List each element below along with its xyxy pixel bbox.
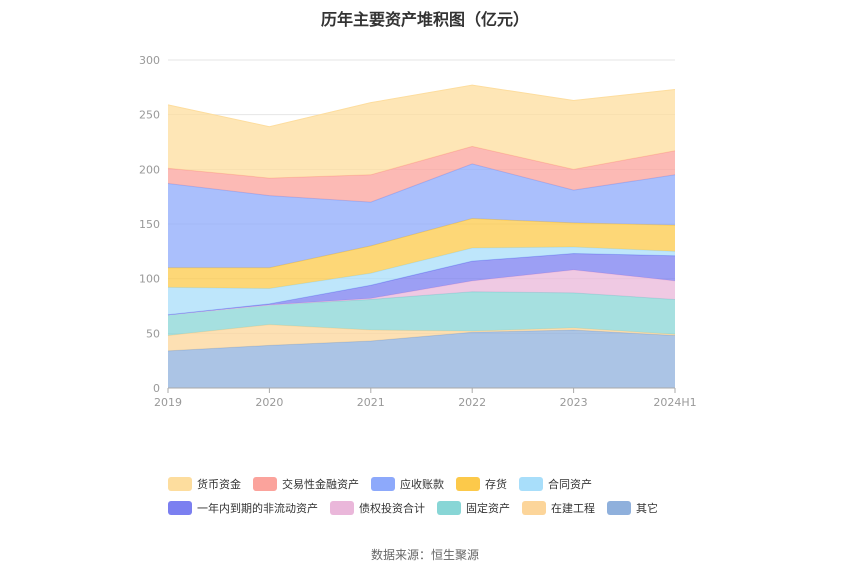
area-应收账款 <box>168 163 675 268</box>
area-货币资金 <box>168 85 675 179</box>
legend-item[interactable]: 合同资产 <box>519 476 592 492</box>
legend-label: 存货 <box>485 478 507 491</box>
legend-swatch <box>522 501 546 515</box>
legend-swatch <box>253 477 277 491</box>
area-series <box>167 84 676 388</box>
area-在建工程 <box>168 324 675 351</box>
legend-item[interactable]: 固定资产 <box>437 500 510 516</box>
stacked-area-chart: 0 50 100 150 200 250 300 2019 2020 2021 2022 2023 20… <box>139 54 697 409</box>
x-tick-label: 2019 <box>154 396 182 409</box>
legend-item[interactable]: 应收账款 <box>371 476 444 492</box>
area-合同资产 <box>168 246 675 315</box>
legend-label: 应收账款 <box>400 478 444 491</box>
legend-swatch <box>456 477 480 491</box>
legend-item[interactable]: 存货 <box>456 476 507 492</box>
legend-label: 一年内到期的非流动资产 <box>197 502 318 515</box>
legend-label: 固定资产 <box>466 502 510 515</box>
legend-swatch <box>607 501 631 515</box>
y-tick-label: 0 <box>153 382 160 395</box>
legend-label: 在建工程 <box>551 502 595 515</box>
legend-row: 货币资金 交易性金融资产 应收账款 存货 合同资产 <box>168 472 728 496</box>
legend-label: 债权投资合计 <box>359 502 425 515</box>
x-tick-label: 2021 <box>357 396 385 409</box>
y-tick-label: 150 <box>139 218 160 231</box>
x-tick-label: 2020 <box>255 396 283 409</box>
legend-swatch <box>437 501 461 515</box>
legend-swatch <box>330 501 354 515</box>
y-tick-label: 50 <box>146 327 160 340</box>
legend-item[interactable]: 债权投资合计 <box>330 500 425 516</box>
area-交易性金融资产 <box>168 146 675 203</box>
legend-swatch <box>168 501 192 515</box>
legend-item[interactable]: 交易性金融资产 <box>253 476 359 492</box>
data-source: 数据来源：恒生聚源 <box>370 548 479 562</box>
legend-swatch <box>371 477 395 491</box>
area-edge-货币资金 <box>167 84 676 128</box>
axes: 0 50 100 150 200 250 300 2019 2020 2021 2022 2023 20… <box>139 54 697 409</box>
x-tick-label: 2022 <box>458 396 486 409</box>
legend-label: 合同资产 <box>548 478 592 491</box>
legend: 货币资金 交易性金融资产 应收账款 存货 合同资产 一年内到期的非流动资产 债权投资合计 固… <box>168 472 728 520</box>
legend-item[interactable]: 其它 <box>607 500 658 516</box>
area-固定资产 <box>168 291 675 336</box>
legend-item[interactable]: 货币资金 <box>168 476 241 492</box>
area-存货 <box>168 218 675 289</box>
y-tick-label: 250 <box>139 109 160 122</box>
x-tick-label: 2023 <box>560 396 588 409</box>
legend-label: 其它 <box>636 502 658 515</box>
legend-item[interactable]: 在建工程 <box>522 500 595 516</box>
chart-title: 历年主要资产堆积图（亿元） <box>320 10 529 29</box>
legend-swatch <box>168 477 192 491</box>
legend-label: 交易性金融资产 <box>282 478 359 491</box>
legend-swatch <box>519 477 543 491</box>
area-债权投资合计 <box>168 269 675 315</box>
y-tick-label: 100 <box>139 273 160 286</box>
legend-row: 一年内到期的非流动资产 债权投资合计 固定资产 在建工程 其它 <box>168 496 728 520</box>
y-tick-label: 300 <box>139 54 160 67</box>
x-tick-label: 2024H1 <box>653 396 696 409</box>
y-tick-label: 200 <box>139 163 160 176</box>
legend-label: 货币资金 <box>197 478 241 491</box>
legend-item[interactable]: 一年内到期的非流动资产 <box>168 500 318 516</box>
